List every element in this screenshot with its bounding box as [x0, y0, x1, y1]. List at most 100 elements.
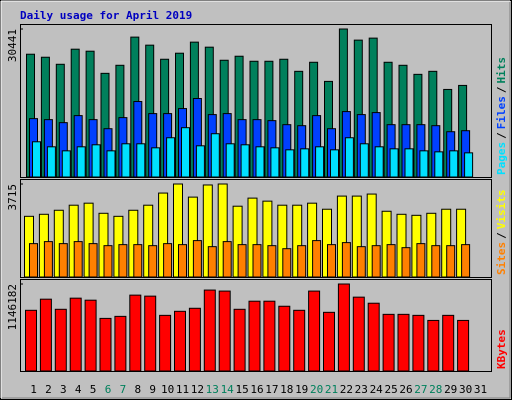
bar: [136, 143, 146, 178]
bar: [225, 143, 235, 178]
y-tick-label: 3715: [6, 184, 19, 211]
bar: [32, 141, 41, 178]
legend-entry: Files: [495, 96, 508, 129]
bar: [341, 242, 351, 278]
legend-entry: Hits: [495, 57, 508, 84]
y-tick-label: 30441: [6, 29, 19, 62]
bar: [178, 244, 187, 278]
bar: [61, 150, 71, 178]
bar: [237, 244, 247, 278]
bar: [255, 146, 265, 178]
bar: [344, 137, 354, 178]
bar: [84, 299, 97, 372]
x-tick-label: 15: [235, 383, 248, 396]
x-tick-label: 19: [295, 383, 308, 396]
x-tick-label: 14: [221, 383, 235, 396]
y-tick-label: 1146182: [6, 284, 19, 330]
bar: [300, 148, 310, 178]
bar: [29, 243, 38, 278]
bar: [91, 144, 101, 178]
bar: [240, 144, 250, 178]
x-tick-label: 1: [30, 383, 37, 396]
bar: [207, 246, 217, 278]
legend-entry: KBytes: [495, 329, 508, 369]
x-tick-label: 2: [45, 383, 52, 396]
x-tick-label: 17: [265, 383, 278, 396]
x-tick-label: 25: [384, 383, 397, 396]
x-tick-label: 6: [105, 383, 112, 396]
bar: [434, 151, 444, 178]
bar: [106, 150, 116, 178]
bar: [442, 314, 455, 372]
bar: [308, 290, 321, 372]
bar: [323, 311, 335, 372]
x-tick-label: 4: [75, 383, 82, 396]
bar: [252, 244, 262, 278]
x-tick-label: 7: [120, 383, 127, 396]
bar: [404, 148, 414, 178]
bar: [327, 244, 336, 278]
bar: [461, 244, 471, 278]
x-tick-label: 10: [161, 383, 174, 396]
bar: [151, 147, 161, 178]
bar: [446, 245, 456, 278]
legend-separator: /: [495, 86, 508, 93]
bar: [218, 290, 231, 372]
bar: [144, 295, 157, 372]
bar: [263, 300, 276, 372]
legend-separator: /: [495, 132, 508, 139]
bar: [43, 241, 53, 278]
bar: [356, 246, 366, 278]
bar: [121, 143, 131, 178]
bar: [58, 243, 68, 278]
x-tick-label: 8: [134, 383, 141, 396]
bar: [464, 152, 474, 178]
bar: [114, 315, 127, 372]
bar: [397, 313, 410, 372]
x-tick-label: 31: [474, 383, 487, 396]
x-tick-label: 12: [191, 383, 204, 396]
x-tick-label: 21: [325, 383, 338, 396]
x-tick-label: 16: [250, 383, 263, 396]
bar: [25, 309, 37, 372]
bar: [282, 248, 292, 278]
legend: Sites / Visits: [495, 190, 508, 276]
bar: [222, 241, 232, 278]
x-tick-label: 30: [459, 383, 472, 396]
x-tick-label: 3: [60, 383, 67, 396]
bar: [163, 243, 173, 278]
bar: [270, 147, 280, 178]
bar: [412, 314, 425, 372]
legend-entry: Visits: [495, 190, 508, 230]
bar: [88, 243, 98, 278]
bar: [133, 244, 143, 278]
bar: [248, 300, 261, 372]
bar: [39, 298, 52, 372]
bar: [73, 241, 83, 278]
legend-entry: Pages: [495, 142, 508, 175]
bar: [352, 296, 365, 372]
bar: [118, 244, 128, 278]
bar: [367, 302, 380, 372]
bar: [159, 314, 172, 372]
bar: [293, 309, 306, 372]
legend: KBytes: [495, 329, 508, 369]
bar: [69, 297, 82, 372]
bar: [312, 240, 322, 278]
bar: [386, 244, 396, 278]
bar: [449, 150, 459, 178]
bar: [285, 149, 295, 178]
bar: [267, 245, 277, 278]
x-tick-label: 18: [280, 383, 293, 396]
bar: [337, 283, 350, 372]
x-tick-label: 27: [414, 383, 427, 396]
bar: [431, 245, 441, 278]
legend-separator: /: [495, 232, 508, 239]
bar: [54, 308, 67, 372]
bar: [166, 137, 176, 178]
bar: [192, 240, 202, 278]
bar: [195, 145, 205, 178]
bar: [330, 149, 339, 178]
x-tick-label: 20: [310, 383, 323, 396]
